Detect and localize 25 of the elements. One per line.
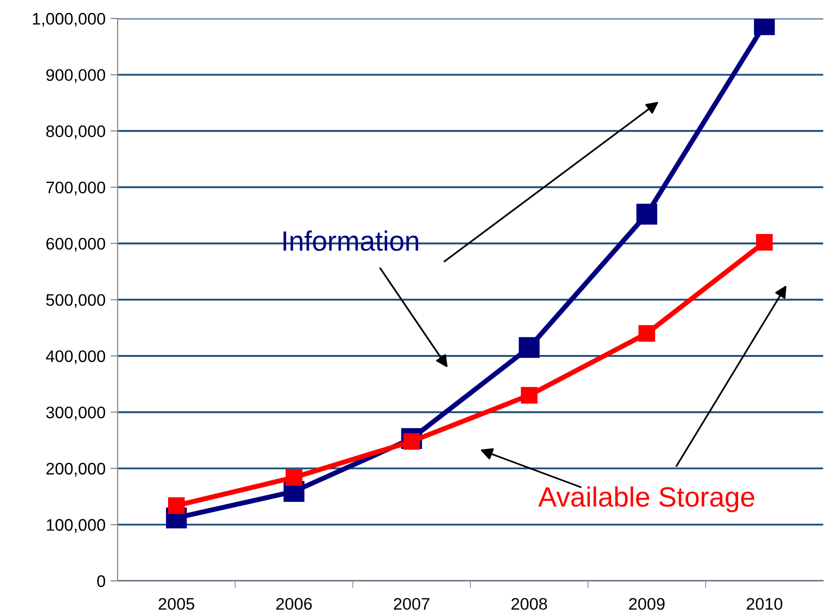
y-tick-label: 0 bbox=[97, 575, 106, 588]
point bbox=[638, 325, 656, 342]
x-tick-label: 2005 bbox=[158, 598, 194, 610]
point bbox=[756, 234, 773, 251]
point bbox=[286, 469, 302, 486]
y-tick-label: 1,000,000 bbox=[32, 12, 106, 27]
y-tick-label: 900,000 bbox=[46, 69, 106, 83]
point bbox=[520, 386, 538, 404]
y-tick-label: 800,000 bbox=[46, 125, 106, 140]
point bbox=[518, 337, 540, 358]
x-tick-label: 2008 bbox=[512, 598, 548, 610]
point bbox=[636, 204, 658, 225]
y-tick-label: 700,000 bbox=[46, 182, 106, 196]
point bbox=[168, 497, 185, 514]
y-tick-label: 500,000 bbox=[46, 294, 106, 308]
y-tick-label: 100,000 bbox=[46, 519, 106, 533]
x-tick-label: 2007 bbox=[394, 598, 430, 610]
x-tick-label: 2010 bbox=[746, 598, 782, 610]
text: Available Storage bbox=[538, 486, 754, 512]
y-tick-label: 200,000 bbox=[46, 462, 106, 477]
y-tick-label: 300,000 bbox=[46, 406, 106, 420]
y-tick-label: 400,000 bbox=[46, 350, 106, 364]
x-tick-label: 2006 bbox=[276, 598, 312, 610]
x-tick-label: 2009 bbox=[629, 598, 665, 610]
y-tick-label: 600,000 bbox=[46, 238, 106, 252]
